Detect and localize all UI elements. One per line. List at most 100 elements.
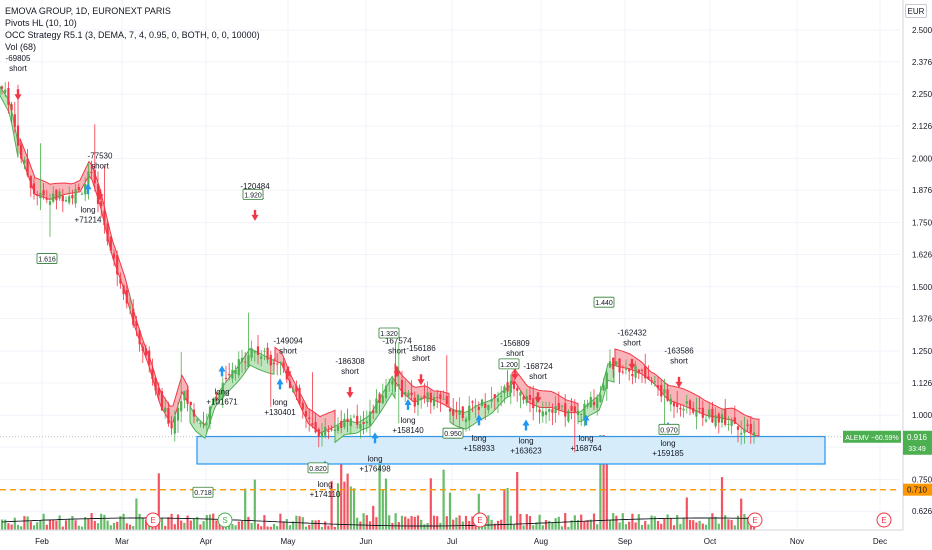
- signal-label-long: long: [367, 454, 382, 463]
- volume-bar: [535, 522, 538, 530]
- volume-bar: [420, 519, 423, 530]
- candle-body: [237, 359, 240, 376]
- candle-body: [516, 387, 519, 391]
- candle-body: [378, 393, 381, 403]
- volume-bar: [439, 522, 442, 530]
- candle-body: [743, 429, 746, 433]
- candle-body: [298, 387, 301, 405]
- candle-body: [13, 114, 16, 128]
- volume-bar: [116, 521, 119, 530]
- legend-volume[interactable]: Vol (68): [5, 42, 37, 52]
- x-tick-label: Oct: [704, 537, 717, 546]
- candle-body: [624, 368, 628, 370]
- signal-label-short: -162432: [617, 329, 647, 338]
- volume-bar: [71, 515, 74, 530]
- candle-body: [464, 418, 468, 423]
- candle-body: [55, 189, 58, 201]
- candle-body: [640, 369, 644, 371]
- volume-bar: [77, 525, 80, 530]
- volume-bar: [650, 515, 653, 530]
- short-arrow-icon: [14, 89, 22, 101]
- candle-body: [554, 406, 557, 413]
- volume-bar: [240, 520, 244, 530]
- volume-bar: [256, 523, 260, 530]
- candle-body: [186, 389, 189, 404]
- volume-bar: [164, 525, 167, 530]
- candle-body: [583, 403, 586, 419]
- volume-bar: [311, 520, 314, 530]
- y-tick-label: 0.750: [912, 475, 932, 484]
- currency-badge[interactable]: EUR: [905, 4, 927, 18]
- volume-bar: [618, 522, 621, 530]
- candle-body: [68, 196, 71, 203]
- signal-label-short: -167574: [382, 336, 412, 345]
- legend-strategy[interactable]: OCC Strategy R5.1 (3, DEMA, 7, 4, 0.95, …: [5, 30, 260, 40]
- signal-label-long: +168764: [570, 444, 602, 453]
- legend-title[interactable]: EMOVA GROUP, 1D, EURONEXT PARIS: [5, 6, 171, 16]
- pivot-label-box: [307, 462, 329, 474]
- candle-body: [548, 409, 551, 412]
- candle-body: [752, 432, 756, 437]
- level-price-value: 0.710: [907, 486, 928, 495]
- candle-body: [407, 392, 410, 397]
- volume-bar: [624, 524, 628, 530]
- y-tick-label: 2.376: [912, 58, 932, 67]
- candle-body: [484, 403, 487, 408]
- short-arrow-icon: [675, 376, 683, 388]
- signal-label-short: short: [623, 339, 642, 348]
- candle-body: [141, 346, 144, 352]
- pivot-label-box: [498, 358, 520, 370]
- volume-bar: [557, 516, 560, 530]
- volume-bar: [112, 522, 116, 530]
- candle-body: [90, 171, 93, 173]
- candle-body: [215, 397, 218, 401]
- candle-body: [580, 413, 583, 415]
- signal-annotations: -69805short-77530shortlong+71214-120484s…: [6, 54, 892, 528]
- volume-bar: [336, 483, 340, 530]
- long-arrow-icon: [371, 432, 379, 444]
- y-tick-label: 1.750: [912, 219, 932, 228]
- volume-bar: [301, 517, 304, 530]
- signal-label-short: short: [9, 64, 28, 73]
- volume-bar: [506, 487, 509, 530]
- volume-bar: [701, 523, 704, 530]
- candle-body: [676, 403, 679, 407]
- candle-body: [663, 389, 666, 394]
- candle-body: [493, 394, 496, 399]
- legend-pivots[interactable]: Pivots HL (10, 10): [5, 18, 77, 28]
- long-arrow-icon: [276, 378, 284, 390]
- volume-bar: [512, 524, 516, 530]
- pivot-label-box: [242, 188, 264, 200]
- candle-body: [20, 145, 23, 159]
- volume-bar: [36, 522, 39, 530]
- volume-bar: [52, 520, 55, 530]
- candle-body: [183, 391, 186, 401]
- x-tick-label: Nov: [790, 537, 804, 546]
- volume-bar: [186, 515, 189, 530]
- signal-label-short: short: [279, 346, 298, 355]
- signal-label-long: long: [471, 434, 486, 443]
- candle-body: [314, 421, 317, 433]
- volume-bar: [58, 515, 61, 530]
- volume-ma-line: [1, 517, 754, 527]
- volume-bar: [183, 522, 186, 530]
- volume-bar: [487, 515, 490, 530]
- symbol-change-label: ALEMV −60.59%: [845, 435, 899, 442]
- volume-bar: [743, 514, 746, 530]
- short-arrow-icon: [346, 387, 354, 399]
- volume-bar: [346, 473, 349, 530]
- short-arrow-icon: [284, 366, 292, 378]
- candle-body: [170, 423, 173, 429]
- candle-body: [7, 88, 10, 105]
- signal-label-long: +163623: [510, 446, 542, 455]
- volume-bar: [132, 526, 135, 530]
- candle-body: [282, 362, 285, 369]
- volume-bar: [317, 519, 320, 530]
- signal-label-short: -149094: [273, 336, 303, 345]
- candle-body: [740, 432, 743, 435]
- candle-body: [61, 195, 64, 202]
- volume-bar: [733, 525, 736, 530]
- signal-label-long: +130401: [264, 408, 296, 417]
- event-marker-label: S: [222, 516, 227, 525]
